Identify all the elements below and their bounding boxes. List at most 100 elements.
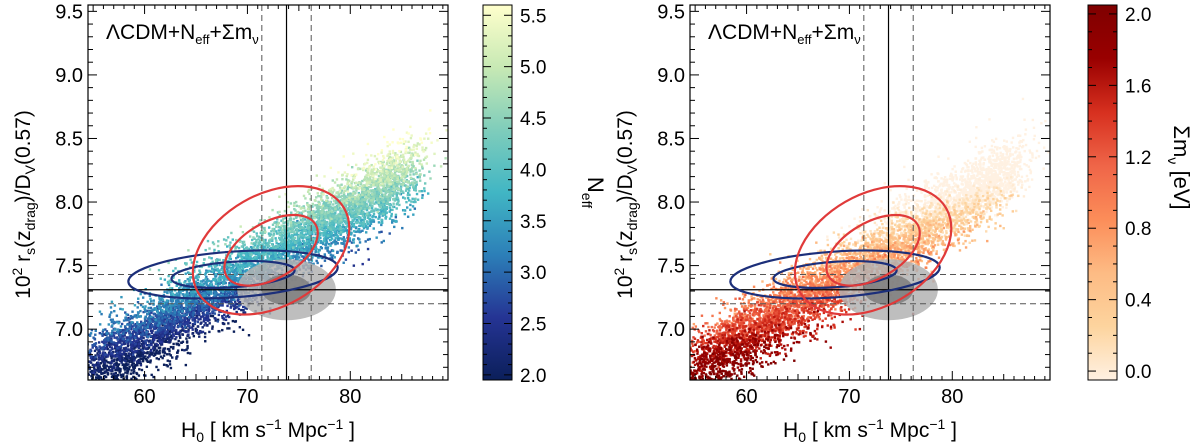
data-point	[220, 291, 223, 295]
data-point	[214, 317, 217, 320]
data-point	[324, 235, 328, 239]
data-point	[305, 240, 309, 243]
data-point	[359, 221, 362, 225]
data-point	[178, 330, 182, 334]
data-point	[187, 283, 190, 286]
data-point	[217, 272, 221, 275]
data-point	[84, 381, 86, 383]
data-point	[83, 316, 85, 318]
data-point	[229, 241, 232, 244]
data-point	[277, 244, 280, 247]
data-point	[390, 212, 393, 216]
data-point	[250, 257, 253, 260]
data-point	[238, 276, 242, 279]
data-point	[191, 307, 195, 311]
data-point	[241, 264, 244, 267]
data-point	[131, 316, 134, 320]
data-point	[236, 298, 240, 302]
data-point	[205, 306, 209, 309]
data-point	[353, 213, 356, 216]
data-point	[205, 269, 208, 272]
data-point	[168, 326, 171, 329]
data-point	[334, 237, 337, 240]
data-point	[76, 376, 78, 378]
data-point	[307, 242, 310, 246]
data-point	[368, 211, 371, 214]
data-point	[130, 377, 133, 380]
data-point	[107, 400, 109, 402]
data-point	[224, 315, 228, 318]
data-point	[102, 367, 106, 370]
data-point	[378, 231, 381, 234]
data-point	[151, 308, 154, 311]
data-point	[193, 321, 197, 325]
data-point	[119, 325, 123, 328]
data-point	[411, 197, 414, 201]
data-point	[76, 401, 78, 403]
data-point	[175, 322, 178, 325]
data-point	[158, 346, 162, 349]
data-point	[290, 234, 294, 237]
data-point	[243, 262, 247, 265]
data-point	[340, 242, 343, 245]
data-point	[371, 216, 374, 219]
data-point	[136, 311, 140, 314]
data-point	[148, 314, 152, 317]
data-point	[185, 348, 188, 351]
data-point	[281, 245, 285, 249]
data-point	[343, 244, 346, 248]
data-point	[161, 334, 164, 338]
data-point	[199, 322, 202, 325]
data-point	[223, 313, 226, 317]
data-point	[159, 301, 162, 304]
data-point	[339, 233, 342, 236]
data-point	[200, 301, 203, 304]
data-point	[358, 241, 362, 244]
data-point	[239, 261, 242, 264]
data-point	[183, 323, 187, 327]
data-point	[271, 252, 275, 255]
data-point	[130, 356, 133, 360]
data-point	[126, 369, 130, 372]
data-point	[164, 316, 167, 319]
data-point	[253, 255, 257, 259]
data-point	[219, 279, 222, 282]
data-point	[204, 321, 207, 325]
data-point	[349, 228, 353, 231]
data-point	[110, 352, 113, 355]
data-point	[159, 343, 163, 346]
data-point	[149, 322, 153, 326]
data-point	[104, 366, 107, 370]
data-point	[222, 258, 225, 262]
data-point	[132, 356, 136, 360]
data-point	[316, 255, 320, 259]
data-point	[173, 322, 176, 325]
data-point	[261, 257, 264, 261]
data-point	[171, 307, 174, 310]
data-point	[150, 323, 154, 327]
data-point	[182, 306, 185, 310]
data-point	[308, 249, 311, 252]
data-point	[297, 229, 300, 232]
data-point	[144, 305, 147, 308]
data-point	[245, 253, 248, 256]
data-point	[162, 293, 166, 297]
data-point	[186, 292, 190, 296]
data-point	[299, 218, 303, 222]
data-point	[231, 276, 234, 280]
data-point	[163, 278, 167, 281]
data-point	[270, 242, 274, 246]
data-point	[228, 327, 231, 330]
data-point	[395, 202, 399, 206]
data-point	[123, 363, 127, 367]
data-point	[164, 312, 167, 315]
data-point	[240, 274, 243, 277]
data-point	[123, 325, 127, 328]
data-point	[219, 272, 223, 275]
data-point	[145, 339, 149, 342]
data-point	[124, 352, 128, 356]
data-point	[301, 234, 305, 237]
data-point	[89, 332, 93, 335]
data-point	[159, 307, 162, 310]
data-point	[287, 252, 291, 255]
